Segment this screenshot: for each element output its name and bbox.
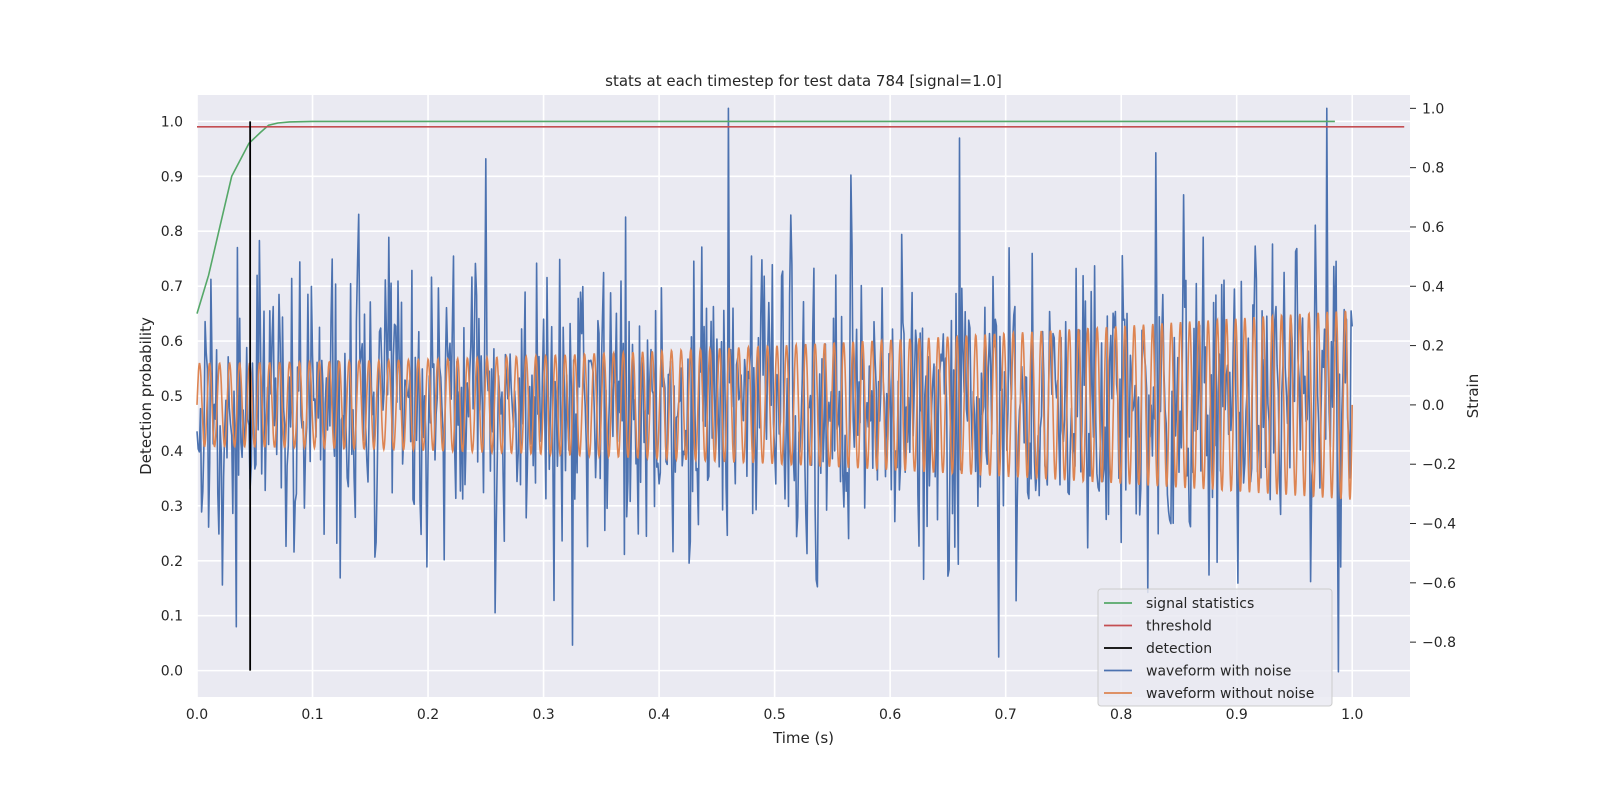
y2-tick-label: 0.2 [1422,339,1444,355]
legend-label: waveform with noise [1146,664,1291,680]
series-line-signal-statistics [196,120,1335,314]
y2-tick-label: −0.8 [1422,635,1456,651]
legend-label: signal statistics [1146,596,1254,612]
y-axis-label: Detection probability [137,317,155,475]
y-tick-label: 0.1 [161,609,183,625]
legend-label: threshold [1146,619,1212,635]
legend-label: waveform without noise [1146,686,1314,702]
chart-title: stats at each timestep for test data 784… [605,72,1002,90]
y2-axis-label: Strain [1464,374,1482,418]
y-axis-left: 0.0 0.1 0.2 0.3 0.4 0.5 0.6 0.7 0.8 0.9 1.0 [161,114,183,679]
y-tick-label: 0.5 [161,389,183,405]
legend: signal statistics threshold detection wavef… [1097,588,1333,707]
x-tick-label: 0.1 [301,707,323,723]
x-axis-label: Time (s) [772,729,834,747]
legend-box [1097,588,1333,707]
y-tick-label: 0.6 [161,334,183,350]
y2-tick-label: 0.6 [1422,220,1444,236]
y2-tick-label: 1.0 [1422,101,1444,117]
y2-tick-label: 0.8 [1422,161,1444,177]
y2-tick-label: 0.4 [1422,279,1444,295]
y-tick-label: 0.4 [161,444,183,460]
x-tick-label: 0.6 [879,707,901,723]
series-line-waveform-with-noise [196,107,1353,673]
y-axis-right: −0.8 −0.6 −0.4 −0.2 0.0 0.2 0.4 0.6 0.8 1.0 [1410,101,1456,651]
y-tick-label: 0.7 [161,279,183,295]
x-tick-label: 0.4 [648,707,670,723]
y-tick-label: 0.0 [161,664,183,680]
series-layer [196,107,1405,673]
legend-label: detection [1146,641,1212,657]
y-tick-label: 0.9 [161,169,183,185]
x-tick-label: 0.3 [532,707,554,723]
series-line-waveform-without-noise [196,310,1353,500]
x-tick-label: 0.9 [1226,707,1248,723]
x-tick-label: 0.7 [995,707,1017,723]
x-tick-label: 0.8 [1110,707,1132,723]
y-tick-label: 0.8 [161,224,183,240]
x-tick-label: 0.5 [763,707,785,723]
x-axis: 0.0 0.1 0.2 0.3 0.4 0.5 0.6 0.7 0.8 0.9 1.0 [186,707,1364,723]
x-tick-label: 1.0 [1341,707,1363,723]
y2-tick-label: −0.6 [1422,576,1456,592]
y2-tick-label: −0.2 [1422,457,1456,473]
x-tick-label: 0.0 [186,707,208,723]
y2-tick-label: −0.4 [1422,517,1456,533]
y-tick-label: 0.2 [161,554,183,570]
x-tick-label: 0.2 [417,707,439,723]
y2-tick-label: 0.0 [1422,398,1444,414]
y-tick-label: 0.3 [161,499,183,515]
y-tick-label: 1.0 [161,114,183,130]
